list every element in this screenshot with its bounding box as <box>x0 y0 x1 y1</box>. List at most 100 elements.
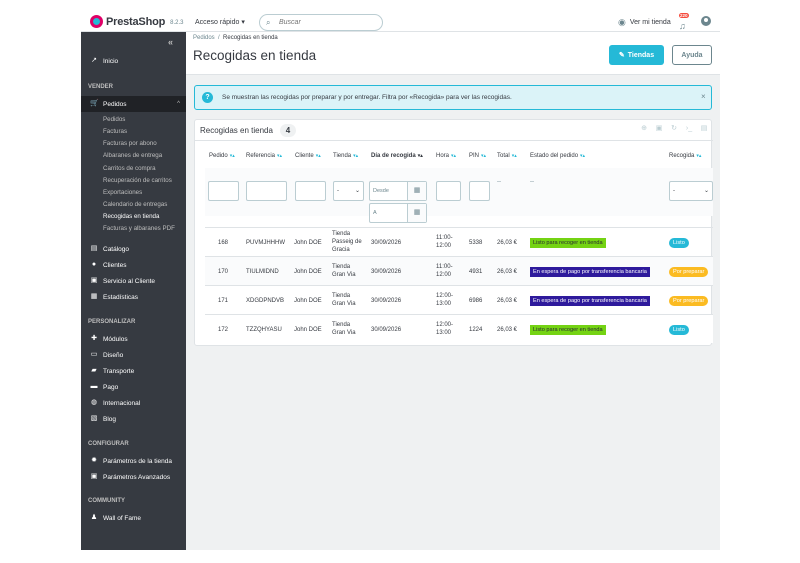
cell-hora: 12:00-13:00 <box>436 293 454 307</box>
refresh-icon[interactable]: ↻ <box>671 125 677 132</box>
calendar-icon[interactable]: ▦ <box>407 182 426 200</box>
submenu-recogidas[interactable]: Recogidas en tienda <box>103 213 160 220</box>
sort-icon[interactable]: ▾▴ <box>696 153 702 159</box>
pickup-status-pill: Listo <box>669 238 689 248</box>
user-avatar-icon[interactable] <box>701 16 711 26</box>
page-header: Pedidos / Recogidas en tienda Recogidas … <box>186 32 720 75</box>
cell-referencia: PUVMJHHHW <box>246 240 285 246</box>
col-estado[interactable]: Estado del pedido ▾▴ <box>530 153 585 159</box>
filter-cliente[interactable] <box>295 181 326 201</box>
cell-hora: 12:00-13:00 <box>436 322 454 336</box>
col-dia-recogida[interactable]: Día de recogida ▾▴ <box>371 153 423 159</box>
double-chevron-left-icon[interactable]: « <box>168 37 174 47</box>
sort-icon[interactable]: ▾▴ <box>417 153 423 159</box>
logo[interactable]: PrestaShop 8.2.3 <box>90 15 184 28</box>
close-icon[interactable]: × <box>701 92 706 101</box>
sort-icon[interactable]: ▾▴ <box>277 153 283 159</box>
table-row[interactable]: 172 TZZQHYASU John DOE Tienda Gran Via 3… <box>205 314 713 343</box>
table-title: Recogidas en tienda <box>200 126 273 135</box>
sidebar-item-pago[interactable]: ▬ Pago <box>81 379 186 395</box>
chevron-down-icon: ⌄ <box>703 188 709 194</box>
breadcrumb-parent[interactable]: Pedidos <box>193 35 215 41</box>
sidebar-item-pedidos[interactable]: 🛒 Pedidos ^ <box>81 96 186 112</box>
filter-pedido[interactable] <box>208 181 239 201</box>
col-label: Hora <box>436 153 450 159</box>
sort-icon[interactable]: ▾▴ <box>229 153 235 159</box>
table-row[interactable]: 171 XDGDPNDVB John DOE Tienda Gran Via 3… <box>205 285 713 314</box>
submenu-exportaciones[interactable]: Exportaciones <box>103 189 143 196</box>
col-total[interactable]: Total ▾▴ <box>497 153 517 159</box>
submenu-calendario[interactable]: Calendario de entregas <box>103 201 168 208</box>
add-icon[interactable]: ⊕ <box>641 125 647 132</box>
sidebar-item-modulos[interactable]: ✚ Módulos <box>81 331 186 347</box>
sidebar-item-param-tienda[interactable]: ✹ Parámetros de la tienda <box>81 453 186 469</box>
cell-referencia: TIULMIDND <box>246 269 279 275</box>
filter-date-from[interactable]: Desde ▦ <box>369 181 427 201</box>
cell-cliente: John DOE <box>294 269 322 275</box>
sidebar-item-transporte[interactable]: ▰ Transporte <box>81 363 186 379</box>
table-count: 4 <box>280 124 296 137</box>
sidebar-item-wall-of-fame[interactable]: ♟ Wall of Fame <box>81 510 186 526</box>
table-row[interactable]: 170 TIULMIDND John DOE Tienda Gran Via 3… <box>205 256 713 285</box>
submenu-pedidos[interactable]: Pedidos <box>103 116 126 123</box>
col-referencia[interactable]: Referencia ▾▴ <box>246 153 282 159</box>
sidebar-item-catalogo[interactable]: ▤ Catálogo <box>81 241 186 257</box>
cell-tienda: Tienda Passeig de Gracia <box>332 231 362 253</box>
sort-icon[interactable]: ▾▴ <box>580 153 586 159</box>
search-input[interactable] <box>279 17 377 28</box>
col-label: Tienda <box>333 153 352 159</box>
sidebar-item-estadisticas[interactable]: ▦ Estadísticas <box>81 289 186 305</box>
col-recogida[interactable]: Recogida ▾▴ <box>669 153 701 159</box>
filter-tienda-select[interactable]: - ⌄ <box>333 181 364 201</box>
table-row[interactable]: 168 PUVMJHHHW John DOE Tienda Passeig de… <box>205 227 713 256</box>
gear-icon: ✹ <box>91 457 97 464</box>
sidebar-item-clientes[interactable]: ● Clientes <box>81 257 186 273</box>
sidebar-item-diseno[interactable]: ▭ Diseño <box>81 347 186 363</box>
submenu-recuperacion[interactable]: Recuperación de carritos <box>103 177 172 184</box>
database-icon[interactable]: ▤ <box>700 125 708 132</box>
sidebar-label: Blog <box>103 415 117 423</box>
col-tienda[interactable]: Tienda ▾▴ <box>333 153 358 159</box>
sql-icon[interactable]: ›_ <box>685 125 693 132</box>
sidebar: « ↗ Inicio VENDER 🛒 Pedidos ^ Pedidos Fact… <box>81 32 186 550</box>
filter-date-to[interactable]: A ▦ <box>369 203 427 223</box>
cell-total: 26,03 € <box>497 269 518 275</box>
notifications-button[interactable]: ♫ 220 <box>679 13 689 31</box>
col-hora[interactable]: Hora ▾▴ <box>436 153 456 159</box>
calendar-icon[interactable]: ▦ <box>407 204 426 222</box>
submenu-facturas[interactable]: Facturas <box>103 128 128 135</box>
sidebar-item-internacional[interactable]: ◍ Internacional <box>81 395 186 411</box>
search-box[interactable]: ⌕ <box>259 14 383 31</box>
sidebar-item-blog[interactable]: ▧ Blog <box>81 411 186 427</box>
tiendas-button[interactable]: ✎ Tiendas <box>609 45 664 65</box>
cell-cliente: John DOE <box>294 298 322 304</box>
sidebar-item-inicio[interactable]: ↗ Inicio <box>81 53 186 69</box>
chart-icon: ▦ <box>90 293 98 300</box>
sort-icon[interactable]: ▾▴ <box>451 153 457 159</box>
sort-icon[interactable]: ▾▴ <box>481 153 487 159</box>
sidebar-item-param-avanzados[interactable]: ▣ Parámetros Avanzados <box>81 469 186 485</box>
col-pin[interactable]: PIN ▾▴ <box>469 153 486 159</box>
filter-recogida-select[interactable]: - ⌄ <box>669 181 713 201</box>
date-from-placeholder: Desde <box>373 188 389 194</box>
submenu-facturas-pdf[interactable]: Facturas y albaranes PDF <box>103 225 175 232</box>
status-badge: En espera de pago por transferencia banc… <box>530 267 650 277</box>
view-shop-link[interactable]: ◉ Ver mi tienda <box>618 17 671 28</box>
filter-referencia[interactable] <box>246 181 287 201</box>
sort-icon[interactable]: ▾▴ <box>511 153 517 159</box>
col-cliente[interactable]: Cliente ▾▴ <box>295 153 321 159</box>
sort-icon[interactable]: ▾▴ <box>315 153 321 159</box>
help-button[interactable]: Ayuda <box>672 45 712 65</box>
submenu-carritos[interactable]: Carritos de compra <box>103 165 156 172</box>
sidebar-label: Clientes <box>103 261 127 269</box>
filter-hora[interactable] <box>436 181 461 201</box>
sidebar-item-servicio[interactable]: ▣ Servicio al Cliente <box>81 273 186 289</box>
quick-access-dropdown[interactable]: Acceso rápido ▾ <box>195 18 245 26</box>
export-icon[interactable]: ▣ <box>655 125 663 132</box>
col-pedido[interactable]: Pedido ▾▴ <box>209 153 235 159</box>
sort-icon[interactable]: ▾▴ <box>353 153 359 159</box>
filter-pin[interactable] <box>469 181 490 201</box>
submenu-facturas-abono[interactable]: Facturas por abono <box>103 140 157 147</box>
cell-pin: 1224 <box>469 327 483 333</box>
submenu-albaranes[interactable]: Albaranes de entrega <box>103 152 163 159</box>
